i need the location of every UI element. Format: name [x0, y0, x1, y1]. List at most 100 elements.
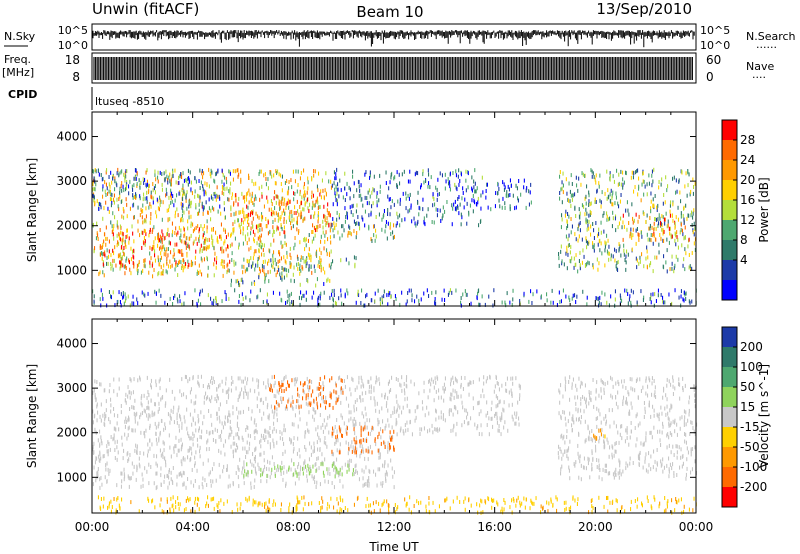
range-gate-mark	[192, 442, 194, 447]
range-gate-mark	[112, 258, 114, 263]
range-gate-mark	[215, 171, 217, 176]
range-gate-mark	[284, 234, 286, 239]
range-gate-mark	[681, 169, 683, 174]
range-gate-mark	[244, 446, 246, 451]
range-gate-mark	[310, 258, 312, 263]
range-gate-mark	[208, 431, 210, 436]
range-gate-mark	[659, 216, 661, 221]
range-gate-mark	[162, 455, 164, 459]
range-gate-mark	[341, 233, 343, 238]
range-gate-mark	[634, 185, 636, 189]
range-gate-mark	[286, 299, 288, 304]
range-gate-mark	[327, 415, 329, 420]
range-gate-mark	[183, 301, 185, 306]
range-gate-mark	[104, 250, 106, 255]
range-gate-mark	[199, 292, 201, 297]
range-gate-mark	[184, 191, 186, 196]
range-gate-mark	[390, 232, 392, 236]
range-gate-mark	[207, 210, 209, 215]
range-gate-mark	[124, 242, 126, 247]
range-gate-mark	[566, 226, 568, 231]
range-gate-mark	[119, 252, 121, 257]
range-gate-mark	[294, 205, 296, 210]
range-gate-mark	[376, 191, 378, 196]
range-gate-mark	[250, 481, 252, 486]
range-gate-mark	[252, 452, 254, 456]
range-gate-mark	[187, 176, 189, 181]
range-gate-mark	[161, 229, 163, 234]
range-gate-mark	[497, 191, 499, 196]
range-gate-mark	[328, 263, 330, 268]
range-gate-mark	[526, 186, 528, 191]
range-gate-mark	[176, 242, 178, 247]
range-gate-mark	[652, 204, 654, 209]
range-gate-mark	[186, 179, 188, 184]
range-gate-mark	[574, 205, 576, 210]
range-gate-mark	[101, 256, 103, 261]
range-gate-mark	[106, 255, 108, 260]
range-gate-mark	[155, 210, 157, 215]
range-gate-mark	[344, 206, 346, 211]
range-gate-mark	[603, 211, 605, 216]
range-gate-mark	[105, 200, 107, 205]
range-gate-mark	[235, 471, 237, 475]
range-gate-mark	[102, 413, 104, 418]
range-gate-mark	[158, 207, 160, 212]
range-gate-mark	[563, 262, 565, 267]
range-gate-mark	[265, 176, 267, 181]
range-gate-mark	[346, 215, 348, 220]
range-gate-mark	[355, 209, 357, 214]
range-gate-mark	[239, 392, 241, 397]
range-gate-mark	[164, 178, 166, 183]
range-gate-mark	[143, 408, 145, 413]
range-gate-mark	[136, 263, 138, 268]
range-gate-mark	[96, 456, 98, 461]
range-gate-mark	[185, 262, 187, 266]
range-gate-mark	[200, 256, 202, 261]
range-gate-mark	[193, 483, 195, 488]
range-gate-mark	[654, 217, 656, 221]
range-gate-mark	[296, 262, 298, 267]
range-gate-mark	[307, 252, 309, 257]
range-gate-mark	[326, 422, 328, 427]
range-gate-mark	[369, 418, 371, 423]
range-gate-mark	[117, 299, 119, 304]
range-gate-mark	[116, 483, 118, 488]
range-gate-mark	[691, 210, 693, 215]
range-gate-mark	[180, 218, 182, 223]
range-gate-mark	[139, 194, 141, 199]
range-gate-mark	[122, 291, 124, 295]
range-gate-mark	[367, 457, 369, 462]
range-gate-mark	[162, 451, 164, 456]
range-gate-mark	[120, 484, 122, 489]
range-gate-mark	[237, 432, 239, 437]
range-gate-mark	[128, 425, 130, 430]
range-gate-mark	[316, 228, 318, 232]
range-gate-mark	[586, 295, 588, 300]
range-gate-mark	[102, 262, 104, 267]
range-gate-mark	[242, 231, 244, 236]
range-gate-mark	[291, 214, 293, 219]
range-gate-mark	[93, 195, 95, 200]
range-gate-mark	[321, 178, 323, 183]
range-gate-mark	[350, 416, 352, 421]
range-gate-mark	[323, 418, 325, 423]
range-gate-mark	[160, 453, 162, 458]
range-gate-mark	[333, 225, 335, 230]
range-gate-mark	[403, 169, 405, 174]
range-gate-mark	[159, 195, 161, 200]
range-gate-mark	[381, 393, 383, 398]
range-gate-mark	[338, 395, 340, 399]
range-gate-mark	[101, 245, 103, 250]
range-gate-mark	[143, 431, 145, 436]
range-gate-mark	[297, 256, 299, 261]
range-gate-mark	[211, 467, 213, 472]
range-gate-mark	[627, 292, 629, 296]
range-gate-mark	[124, 175, 126, 180]
range-gate-mark	[408, 288, 410, 293]
range-gate-mark	[324, 233, 326, 238]
range-gate-mark	[187, 264, 189, 269]
range-gate-mark	[612, 190, 614, 195]
range-gate-mark	[297, 209, 299, 214]
range-gate-mark	[509, 207, 511, 212]
